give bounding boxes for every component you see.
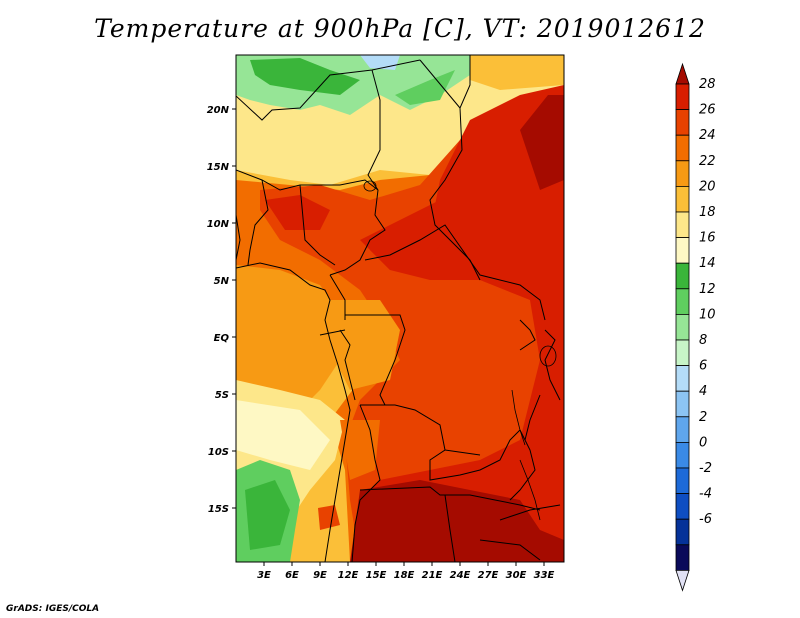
lon-axis: 3E 6E 9E 12E 15E 18E 21E 24E 27E 30E 33E [257, 562, 555, 581]
colorbar-swatch [675, 313, 690, 341]
chart-title: Temperature at 900hPa [C], VT: 201901261… [94, 14, 706, 43]
colorbar-swatch [675, 211, 690, 239]
lat-tick-label: 10N [207, 219, 230, 230]
lon-tick-label: 6E [285, 570, 299, 581]
lon-tick-label: 33E [534, 570, 555, 581]
colorbar-label: 20 [699, 179, 716, 194]
lon-tick-label: 15E [366, 570, 387, 581]
lon-tick-label: 12E [338, 570, 359, 581]
credit-label: GrADS: IGES/COLA [6, 604, 100, 614]
colorbar-swatch [675, 390, 690, 418]
lon-tick-label: 3E [257, 570, 271, 581]
colorbar-label: 26 [699, 103, 716, 118]
colorbar-label: 14 [699, 256, 716, 271]
colorbar-label: 10 [699, 307, 716, 322]
colorbar-swatch [675, 365, 690, 392]
colorbar-swatch [675, 83, 690, 111]
lat-tick-label: 5N [214, 276, 230, 287]
colorbar-label: 16 [699, 231, 716, 246]
colorbar-label: 8 [699, 333, 707, 348]
colorbar-label: 24 [699, 128, 716, 143]
colorbar-swatch [675, 160, 690, 187]
colorbar-label: 4 [699, 384, 707, 399]
lat-axis: 20N 15N 10N 5N EQ 5S 10S 15S [207, 105, 236, 515]
colorbar-label: 12 [699, 282, 716, 297]
colorbar-swatch [675, 339, 690, 367]
colorbar-label: 0 [699, 435, 707, 450]
colorbar-label: 22 [699, 154, 716, 169]
colorbar-label: 28 [699, 77, 716, 92]
colorbar-label: 6 [699, 359, 707, 374]
colorbar-label: -4 [699, 487, 712, 502]
colorbar-bottom-arrow [675, 570, 690, 592]
lon-tick-label: 18E [394, 570, 415, 581]
lon-tick-label: 27E [478, 570, 499, 581]
lat-tick-label: 15N [207, 162, 230, 173]
colorbar-label: -6 [699, 512, 712, 527]
colorbar-swatch [675, 237, 690, 264]
temperature-field [236, 55, 564, 562]
colorbar-swatch [675, 416, 690, 443]
colorbar-label: -2 [699, 461, 712, 476]
lat-tick-label: 20N [207, 105, 230, 116]
colorbar-top-arrow [675, 62, 690, 85]
colorbar-label: 18 [699, 205, 716, 220]
colorbar-swatch [675, 441, 690, 469]
lat-tick-label: 5S [215, 390, 229, 401]
lat-tick-label: 10S [208, 447, 229, 458]
colorbar-label: 2 [699, 410, 707, 425]
colorbar-swatch [675, 467, 690, 495]
colorbar-swatch [675, 493, 690, 520]
lake-outlines [363, 180, 557, 521]
colorbar-swatch [675, 185, 690, 213]
colorbar-swatch [675, 544, 690, 571]
lon-tick-label: 24E [450, 570, 471, 581]
colorbar-swatch [675, 288, 690, 315]
country-borders [236, 55, 561, 562]
colorbar-swatch [675, 518, 690, 546]
lat-tick-label: 15S [208, 504, 229, 515]
colorbar-swatch [675, 134, 690, 162]
lat-tick-label: EQ [214, 333, 230, 344]
lon-tick-label: 30E [506, 570, 527, 581]
colorbar-swatch [675, 109, 690, 136]
colorbar-swatch [675, 262, 690, 290]
lon-tick-label: 9E [313, 570, 327, 581]
map-frame [235, 54, 565, 563]
lon-tick-label: 21E [422, 570, 443, 581]
